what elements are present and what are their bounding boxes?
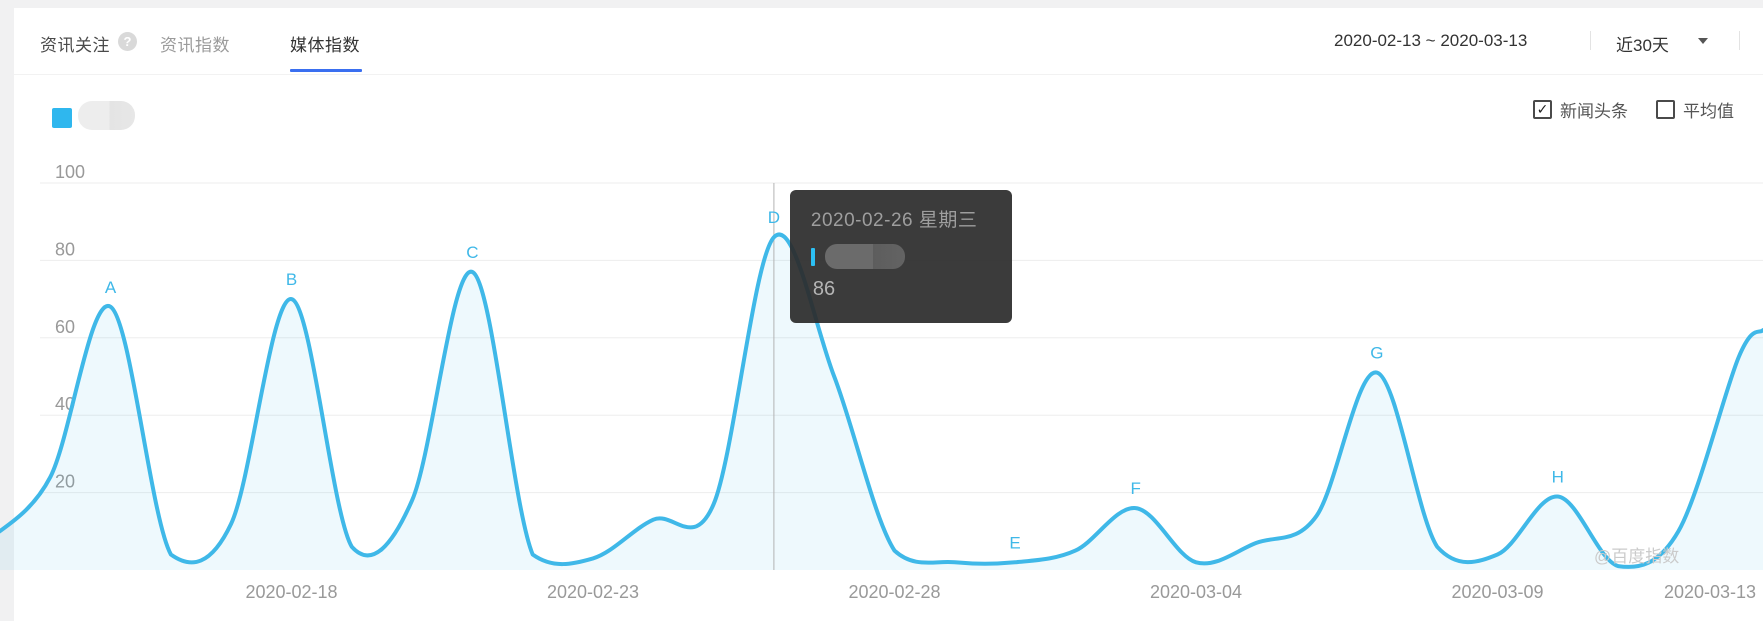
legend-swatch [52, 108, 72, 128]
y-axis-tick-label: 80 [55, 239, 75, 259]
peak-label-B: B [286, 270, 297, 289]
checkbox-news-headlines-label[interactable]: 新闻头条 [1560, 102, 1628, 121]
chart-tooltip: 2020-02-26 星期三 86 [789, 190, 1012, 323]
peak-label-D: D [768, 208, 780, 227]
peak-label-H: H [1552, 467, 1564, 486]
check-glyph: ✓ [1536, 101, 1549, 117]
x-axis-tick-label: 2020-02-18 [245, 582, 337, 602]
y-axis-tick-label: 60 [55, 317, 75, 337]
peak-label-C: C [466, 243, 478, 262]
tab-news-index[interactable]: 资讯指数 [160, 36, 230, 55]
tab-news-attention[interactable]: 资讯关注 [40, 36, 110, 55]
period-selector[interactable]: 近30天 [1616, 36, 1669, 55]
series-area-fill [0, 234, 1763, 570]
peak-label-F: F [1131, 479, 1141, 498]
header-separator [1590, 31, 1591, 50]
checkbox-news-headlines[interactable]: ✓ 新闻头条 [1533, 97, 1628, 122]
y-axis-tick-label: 100 [55, 162, 85, 182]
active-tab-underline [290, 69, 362, 72]
x-axis-tick-label: 2020-03-13 [1664, 582, 1756, 602]
x-axis-tick-label: 2020-03-04 [1150, 582, 1242, 602]
checkbox-unchecked-icon[interactable] [1656, 100, 1675, 119]
legend-keyword-blurred [78, 101, 135, 130]
checkbox-checked-icon[interactable]: ✓ [1533, 100, 1552, 119]
checkbox-average[interactable]: 平均值 [1656, 97, 1734, 122]
checkbox-average-label[interactable]: 平均值 [1683, 102, 1734, 121]
watermark: @百度指数 [1594, 547, 1680, 566]
x-axis-tick-label: 2020-03-09 [1451, 582, 1543, 602]
date-range-label: 2020-02-13 ~ 2020-03-13 [1334, 31, 1528, 50]
tooltip-value: 86 [812, 278, 836, 300]
x-axis-tick-label: 2020-02-23 [547, 582, 639, 602]
header-divider [14, 74, 1763, 75]
tooltip-date: 2020-02-26 星期三 [810, 210, 978, 231]
legend-item-keyword[interactable] [52, 101, 135, 130]
chevron-down-icon[interactable] [1698, 38, 1708, 44]
tooltip-series-marker [810, 247, 815, 266]
peak-label-E: E [1009, 533, 1020, 552]
peak-label-A: A [105, 278, 117, 297]
x-axis-tick-label: 2020-02-28 [848, 582, 940, 602]
tooltip-keyword-blurred [824, 244, 905, 269]
header-separator-right [1739, 31, 1740, 50]
tab-media-index[interactable]: 媒体指数 [290, 36, 360, 55]
y-axis-tick-label: 20 [55, 472, 75, 492]
peak-label-G: G [1370, 344, 1383, 363]
help-icon[interactable]: ? [118, 32, 137, 51]
